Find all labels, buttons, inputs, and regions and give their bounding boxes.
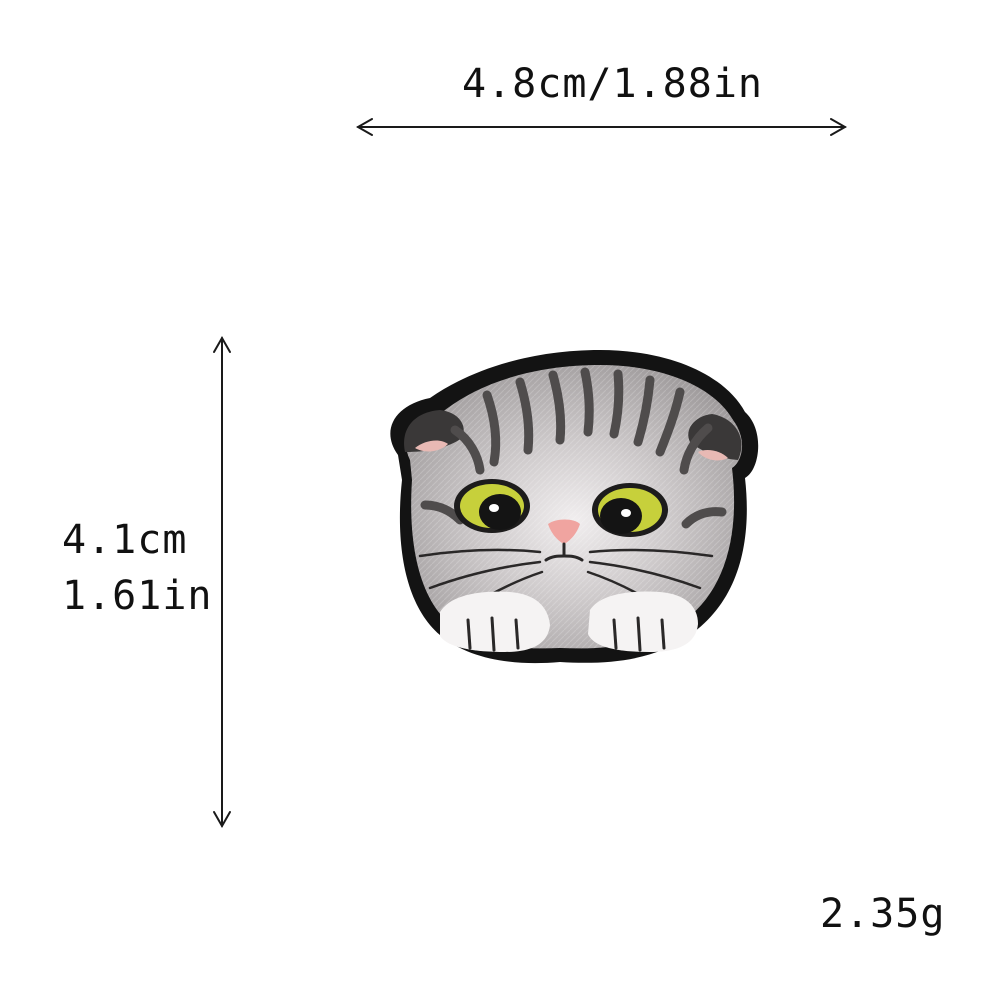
- width-dimension-label: 4.8cm/1.88in: [462, 61, 763, 107]
- left-ear: [404, 410, 464, 452]
- cat-nose: [548, 519, 580, 544]
- left-eye: [454, 479, 530, 533]
- width-arrow: [355, 118, 848, 136]
- right-paw: [588, 591, 698, 652]
- tabby-stripes: [420, 367, 727, 529]
- weight-label: 2.35g: [820, 891, 946, 937]
- cat-mouth: [544, 542, 584, 562]
- height-in-label: 1.61in: [62, 573, 213, 619]
- height-cm-label: 4.1cm: [62, 517, 188, 563]
- right-eye: [592, 483, 668, 537]
- height-arrow: [213, 335, 231, 829]
- left-paw: [440, 591, 550, 652]
- right-ear: [688, 414, 742, 460]
- height-dimension-label: 4.1cm 1.61in: [62, 512, 213, 624]
